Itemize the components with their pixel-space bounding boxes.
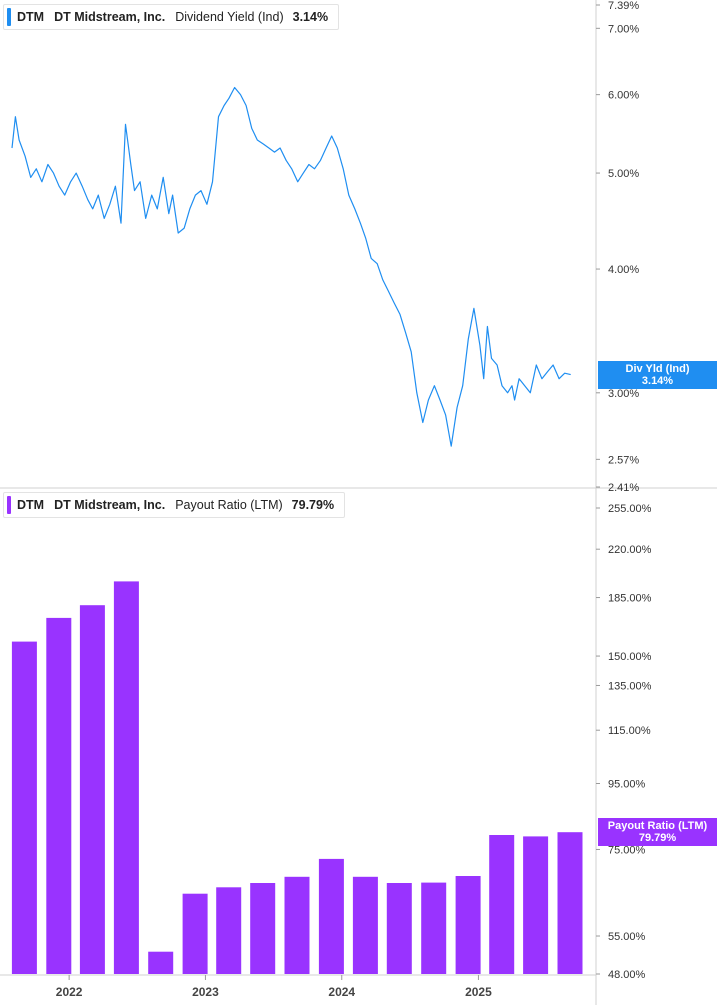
- payout-ratio-bar: [148, 951, 174, 974]
- yield-y-tick-label: 2.41%: [608, 482, 639, 494]
- payout-ratio-value-badge: Payout Ratio (LTM) 79.79%: [598, 818, 717, 847]
- payout-ratio-bar: [455, 876, 481, 974]
- payout-ratio-bar: [182, 893, 208, 974]
- payout-ratio-bar: [79, 605, 105, 974]
- yield-y-tick-label: 4.00%: [608, 264, 639, 276]
- x-tick-label: 2025: [465, 985, 492, 999]
- payout-ratio-bar: [113, 581, 139, 974]
- payout-ratio-bar: [557, 832, 583, 974]
- legend-company-name: DT Midstream, Inc.: [54, 10, 166, 24]
- payout-ratio-bar: [318, 858, 344, 974]
- payout-y-tick-label: 255.00%: [608, 503, 652, 515]
- payout-y-tick-label: 150.00%: [608, 651, 652, 663]
- payout-ratio-bar: [352, 876, 378, 974]
- dividend-yield-value-badge: Div Yld (Ind) 3.14%: [598, 360, 717, 389]
- payout-y-tick-label: 48.00%: [608, 969, 646, 981]
- badge-value: 79.79%: [638, 832, 677, 845]
- legend-ticker: DTM: [17, 10, 45, 24]
- payout-y-tick-label: 75.00%: [608, 844, 646, 856]
- payout-ratio-legend[interactable]: DTM DT Midstream, Inc. Payout Ratio (LTM…: [3, 492, 346, 518]
- yield-y-tick-label: 3.00%: [608, 388, 639, 400]
- yield-y-tick-label: 7.39%: [608, 0, 639, 12]
- yield-y-tick-label: 7.00%: [608, 23, 639, 35]
- x-tick-label: 2024: [328, 985, 355, 999]
- payout-ratio-bar: [46, 617, 72, 974]
- payout-y-tick-label: 115.00%: [608, 725, 651, 737]
- series-color-swatch: [7, 8, 11, 26]
- badge-value: 3.14%: [641, 374, 674, 387]
- series-color-swatch: [7, 496, 11, 514]
- badge-label: Div Yld (Ind): [625, 362, 690, 375]
- payout-ratio-bar: [216, 887, 242, 974]
- legend-current-value: 79.79%: [291, 498, 335, 512]
- payout-ratio-bar: [250, 883, 276, 974]
- yield-y-tick-label: 5.00%: [608, 168, 639, 180]
- payout-ratio-bar: [11, 641, 37, 974]
- x-tick-label: 2022: [56, 985, 83, 999]
- payout-y-tick-label: 95.00%: [608, 779, 646, 791]
- payout-ratio-bar: [386, 883, 412, 974]
- yield-y-tick-label: 2.57%: [608, 454, 639, 466]
- legend-company-name: DT Midstream, Inc.: [54, 498, 166, 512]
- legend-metric-name: Dividend Yield (Ind): [175, 10, 284, 24]
- dividend-yield-legend[interactable]: DTM DT Midstream, Inc. Dividend Yield (I…: [3, 4, 340, 30]
- payout-ratio-bar: [523, 836, 549, 974]
- payout-y-tick-label: 55.00%: [608, 931, 646, 943]
- payout-y-tick-label: 185.00%: [608, 593, 652, 605]
- yield-y-tick-label: 6.00%: [608, 90, 639, 102]
- payout-ratio-bar: [421, 882, 447, 974]
- dividend-yield-line: [11, 86, 571, 447]
- x-tick-label: 2023: [192, 985, 219, 999]
- legend-current-value: 3.14%: [292, 10, 329, 24]
- payout-ratio-bar: [489, 835, 515, 974]
- payout-y-tick-label: 135.00%: [608, 680, 652, 692]
- payout-ratio-bar: [284, 876, 310, 974]
- legend-metric-name: Payout Ratio (LTM): [175, 498, 283, 512]
- badge-label: Payout Ratio (LTM): [607, 820, 708, 833]
- legend-ticker: DTM: [17, 498, 45, 512]
- payout-y-tick-label: 220.00%: [608, 544, 652, 556]
